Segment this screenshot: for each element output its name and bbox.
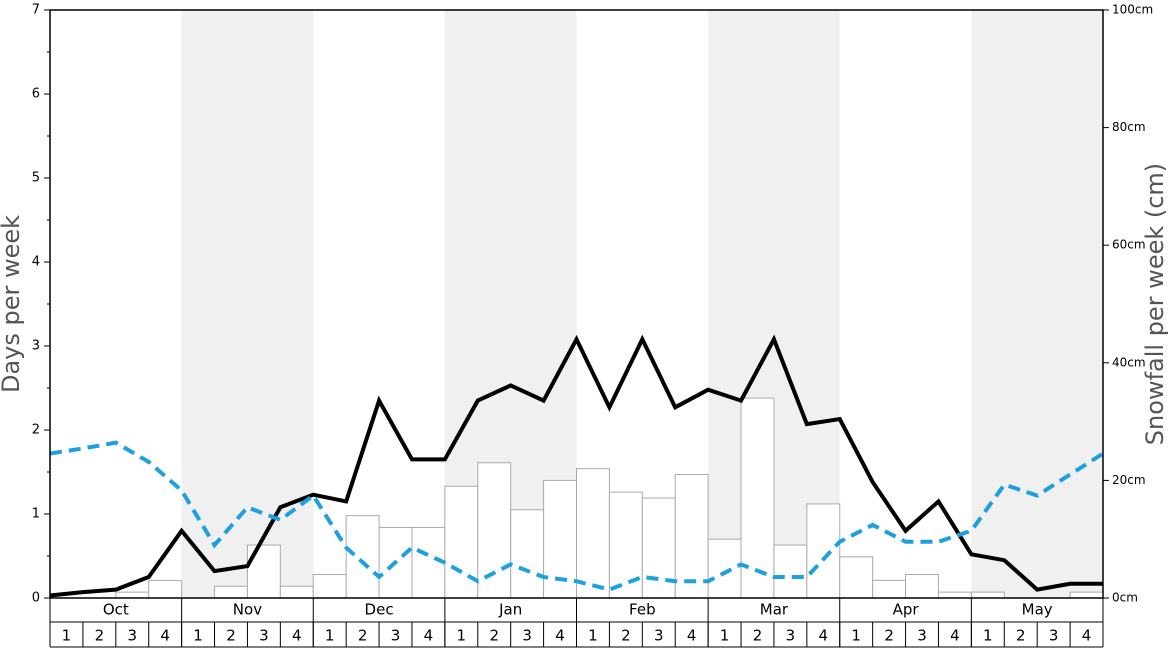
bar — [345, 515, 380, 599]
bar — [674, 474, 709, 599]
y-tick-label: 3 — [32, 339, 40, 354]
month-label: Mar — [760, 601, 789, 619]
month-label: Dec — [365, 601, 394, 619]
x-tick-label: 2 — [1016, 627, 1026, 645]
month-label: Oct — [103, 601, 129, 619]
x-tick-label: 4 — [687, 627, 697, 645]
bar — [279, 585, 314, 599]
bar — [444, 485, 479, 599]
bar — [872, 579, 907, 599]
x-tick-label: 2 — [884, 627, 894, 645]
x-tick-label: 3 — [391, 627, 401, 645]
y-tick-label: 7 — [32, 3, 40, 18]
x-tick-label: 1 — [588, 627, 598, 645]
y2-tick-label: 20cm — [1112, 473, 1146, 487]
x-tick-label: 4 — [160, 627, 170, 645]
x-tick-label: 3 — [259, 627, 269, 645]
bar — [214, 585, 248, 599]
bar — [773, 544, 808, 599]
x-tick-label: 2 — [621, 627, 631, 645]
month-label: May — [1022, 601, 1053, 619]
x-tick-label: 2 — [226, 627, 236, 645]
x-tick-label: 2 — [489, 627, 499, 645]
x-tick-label: 3 — [127, 627, 137, 645]
bar — [641, 497, 676, 599]
y-tick-label: 4 — [32, 255, 40, 270]
y2-axis-title: Snowfall per week (cm) — [1141, 163, 1168, 445]
y2-tick-label: 80cm — [1112, 120, 1146, 134]
x-tick-label: 4 — [424, 627, 434, 645]
bar — [608, 491, 643, 599]
x-tick-label: 2 — [753, 627, 763, 645]
bar — [477, 462, 512, 599]
bar — [411, 526, 446, 599]
x-tick-label: 1 — [457, 627, 467, 645]
y2-tick-label: 60cm — [1112, 238, 1146, 252]
y2-tick-label: 40cm — [1112, 355, 1146, 369]
bar — [246, 544, 281, 599]
x-tick-label: 3 — [786, 627, 796, 645]
x-tick-label: 1 — [193, 627, 203, 645]
x-tick-label: 1 — [720, 627, 730, 645]
bar — [806, 503, 841, 599]
line — [49, 440, 1105, 592]
bar — [905, 573, 939, 599]
bar — [576, 468, 610, 599]
bar — [510, 509, 545, 599]
bar — [707, 538, 742, 599]
x-tick-label: 3 — [654, 627, 664, 645]
month-label: Nov — [233, 601, 262, 619]
y2-tick-label: 0cm — [1112, 591, 1138, 605]
y-tick-label: 1 — [32, 507, 40, 522]
bar — [312, 573, 347, 599]
x-tick-label: 4 — [555, 627, 565, 645]
y2-tick-label: 100cm — [1112, 3, 1153, 17]
x-tick-label: 1 — [983, 627, 993, 645]
y-tick-label: 2 — [32, 423, 40, 438]
x-tick-label: 3 — [522, 627, 532, 645]
line — [49, 334, 1103, 598]
x-tick-label: 4 — [1082, 627, 1092, 645]
y-tick-label: 5 — [32, 171, 40, 186]
x-tick-label: 4 — [292, 627, 302, 645]
x-tick-label: 4 — [819, 627, 829, 645]
x-tick-label: 3 — [1049, 627, 1059, 645]
month-label: Feb — [629, 601, 656, 619]
x-tick-label: 2 — [95, 627, 105, 645]
month-label: Jan — [498, 601, 522, 619]
x-tick-label: 3 — [917, 627, 927, 645]
x-tick-label: 4 — [950, 627, 960, 645]
bar — [937, 591, 972, 599]
y-tick-label: 6 — [32, 87, 40, 102]
bar — [970, 591, 1005, 599]
x-tick-label: 1 — [851, 627, 861, 645]
bar — [148, 579, 183, 599]
y-tick-label: 0 — [32, 591, 40, 606]
x-tick-label: 1 — [62, 627, 72, 645]
x-tick-label: 1 — [325, 627, 335, 645]
month-band — [971, 10, 1103, 598]
x-tick-label: 2 — [358, 627, 368, 645]
bar — [115, 591, 150, 599]
bar — [1069, 591, 1104, 599]
bar — [839, 556, 874, 599]
month-band — [181, 10, 314, 598]
month-label: Apr — [893, 601, 920, 619]
y-axis-title: Days per week — [0, 215, 25, 393]
